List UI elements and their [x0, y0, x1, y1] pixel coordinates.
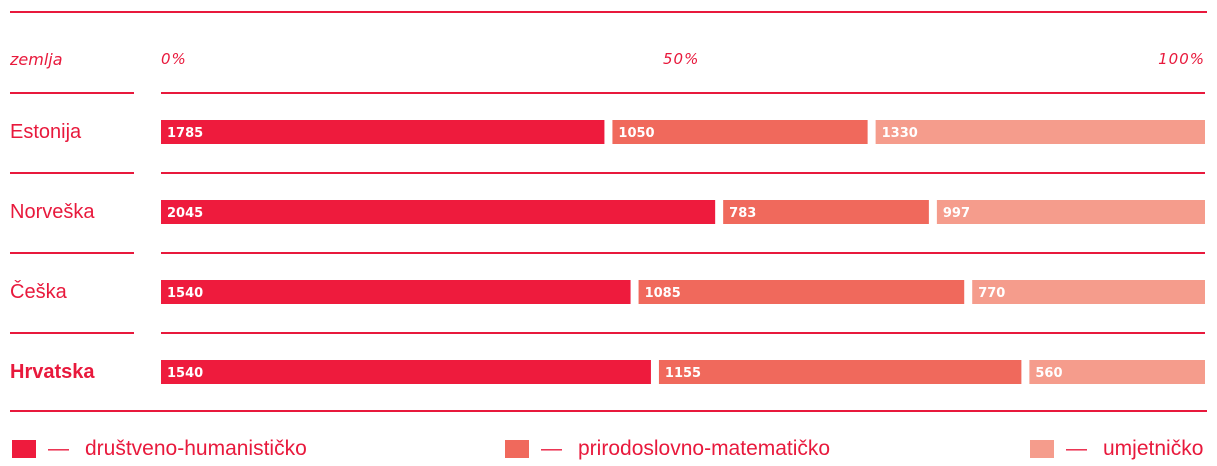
legend-label-dh: društveno-humanističko — [85, 437, 307, 460]
bar-segment — [875, 120, 1205, 144]
bar-value-label: 2045 — [167, 206, 203, 221]
label-rule — [10, 172, 134, 174]
label-rule — [10, 252, 134, 254]
bar-value-label: 560 — [1035, 366, 1062, 381]
legend-swatch-um — [1030, 440, 1054, 458]
legend-item-dh: — društveno-humanističko — [12, 436, 307, 462]
bar-value-label: 1330 — [882, 126, 918, 141]
plot-rule — [161, 252, 1205, 254]
bar-segment — [161, 360, 651, 384]
legend-prefix: — — [541, 437, 562, 460]
plot-rule — [161, 172, 1205, 174]
plot-rule — [161, 332, 1205, 334]
bar-segment — [972, 280, 1205, 304]
bar-value-label: 1050 — [618, 126, 654, 141]
category-label: Hrvatska — [10, 361, 95, 383]
plot-rule — [161, 92, 1205, 94]
category-header: zemlja — [10, 50, 63, 69]
bar-segment — [658, 360, 1022, 384]
legend-label-pm: prirodoslovno-matematičko — [578, 437, 831, 460]
tick-label: 50% — [663, 50, 699, 68]
legend-prefix: — — [48, 437, 69, 460]
bar-value-label: 1540 — [167, 366, 203, 381]
bar-segment — [723, 200, 929, 224]
legend-swatch-pm — [505, 440, 529, 458]
category-label: Norveška — [10, 201, 95, 223]
bar-value-label: 1155 — [665, 366, 701, 381]
category-label: Estonija — [10, 121, 82, 143]
bar-value-label: 997 — [943, 206, 970, 221]
legend-prefix: — — [1066, 437, 1087, 460]
bar-value-label: 783 — [729, 206, 756, 221]
legend-item-um: — umjetničko — [1030, 436, 1203, 462]
bar-value-label: 1085 — [645, 286, 681, 301]
tick-label: 100% — [1158, 50, 1205, 68]
bar-segment — [161, 200, 716, 224]
bar-value-label: 770 — [978, 286, 1005, 301]
bar-segment — [638, 280, 965, 304]
legend-item-pm: — prirodoslovno-matematičko — [505, 436, 830, 462]
bottom-rule — [10, 410, 1207, 412]
bar-segment — [936, 200, 1205, 224]
bar-segment — [161, 120, 605, 144]
category-label: Češka — [10, 281, 67, 303]
bar-segment — [612, 120, 868, 144]
bar-segment — [1029, 360, 1205, 384]
top-rule — [10, 11, 1207, 13]
legend-label-um: umjetničko — [1103, 437, 1204, 460]
tick-label: 0% — [161, 50, 187, 68]
bar-value-label: 1540 — [167, 286, 203, 301]
legend-swatch-dh — [12, 440, 36, 458]
bar-segment — [161, 280, 631, 304]
bar-value-label: 1785 — [167, 126, 203, 141]
label-rule — [10, 332, 134, 334]
label-rule — [10, 92, 134, 94]
